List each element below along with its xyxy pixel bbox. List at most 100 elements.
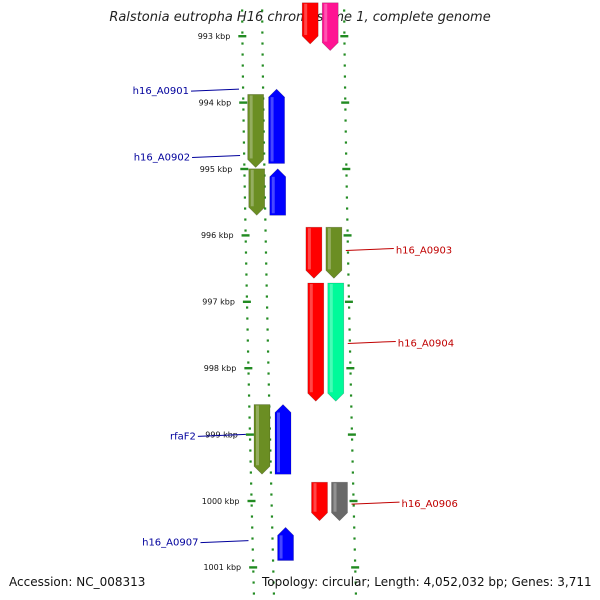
gene-feature-arrow[interactable] [269,168,287,216]
ruler-dot [266,339,269,342]
gene-arrow-highlight [277,412,281,473]
gene-label[interactable]: h16_A0901 [133,86,189,97]
ruler-dot [346,218,349,221]
ruler-dot [245,262,248,265]
ruler-tick-label: 994 kbp [199,98,232,107]
ruler-tick-right [349,499,358,503]
ruler-dot [343,64,346,67]
ruler-dot [344,108,347,111]
gene-feature-arrow[interactable] [327,282,345,402]
gene-label[interactable]: h16_A0904 [398,338,454,349]
ruler-dot [270,515,274,518]
ruler-tick-label: 995 kbp [200,165,233,174]
ruler-dot [344,97,347,100]
gene-arrow-shape [331,481,348,522]
ruler-dot [243,174,246,177]
ruler-tick-right [351,566,360,569]
ruler-dot [241,9,244,12]
ruler-dot [241,75,245,78]
gene-feature-arrow[interactable] [325,226,343,279]
ruler-dot [348,328,351,331]
ruler-dot [345,196,349,199]
ruler-dot [346,207,349,210]
gene-arrow-highlight [327,228,331,270]
ruler-tick-right [341,101,350,104]
ruler-dot [245,284,248,287]
ruler-tick-left [245,433,254,436]
ruler-dot [251,559,255,562]
ruler-dot [266,317,269,320]
ruler-dot [261,86,265,89]
gene-arrow-highlight [324,3,328,42]
gene-label-leader [197,433,246,437]
gene-feature-arrow[interactable] [305,226,323,279]
ruler-dot [242,97,245,100]
gene-label[interactable]: h16_A0903 [396,245,452,256]
ruler-tick-label: 1000 kbp [202,497,240,506]
ruler-dot [252,592,256,595]
gene-feature-arrow[interactable] [301,2,319,45]
gene-feature-arrow[interactable] [321,2,339,52]
ruler-dot [248,438,252,441]
gene-label[interactable]: h16_A0902 [134,153,190,164]
ruler-tick-left [242,300,251,303]
ruler-dot [245,295,248,298]
gene-arrow-highlight [329,284,333,393]
ruler-dot [343,20,346,23]
ruler-dot [349,394,353,397]
ruler-dot [270,504,273,507]
ruler-dot [242,130,245,133]
gene-feature-arrow[interactable] [307,282,325,402]
gene-arrow-highlight [313,483,317,512]
ruler-dot [271,548,274,551]
ruler-dot [250,493,253,496]
gene-label[interactable]: rfaF2 [170,431,196,442]
ruler-dot [246,328,249,331]
gene-label-leader [345,247,394,251]
gene-label-leader [192,155,241,159]
gene-feature-arrow[interactable] [253,404,271,475]
gene-feature-arrow[interactable] [311,481,328,522]
gene-label[interactable]: h16_A0906 [402,499,458,510]
ruler-dot [246,306,249,309]
ruler-dot [251,526,254,529]
ruler-tick-left [238,35,247,38]
ruler-dot [262,130,265,133]
gene-arrow-shape [277,526,294,561]
gene-arrow-shape [268,88,285,164]
ruler-dot [343,31,346,34]
gene-arrow-highlight [249,95,253,159]
gene-arrow-shape [321,2,339,52]
ruler-dot [263,152,266,155]
ruler-dot [270,482,273,485]
ruler-dot [261,53,264,56]
gene-feature-arrow[interactable] [248,168,266,216]
ruler-dot [261,64,264,67]
ruler-dot [261,9,264,12]
topology-text: Topology: circular; Length: 4,052,032 bp… [262,575,592,589]
accession-text: Accession: NC_008313 [9,575,146,589]
gene-feature-arrow[interactable] [274,404,292,475]
gene-feature-arrow[interactable] [277,526,294,561]
gene-feature-arrow[interactable] [268,88,285,164]
ruler-dot [241,64,244,67]
ruler-dot [245,273,248,276]
ruler-dot [349,372,352,375]
ruler-dot [265,295,268,298]
ruler-dot [246,350,250,353]
ruler-tick-left [239,101,248,104]
ruler-dot [251,548,254,551]
ruler-dot [243,163,246,166]
ruler-dot [350,427,353,430]
gene-arrow-highlight [270,97,274,162]
gene-arrow-shape [305,226,323,279]
ruler-dot [350,405,353,408]
ruler-dot [346,251,350,254]
ruler-dot [344,141,348,144]
ruler-dot [242,108,245,111]
ruler-dot [271,537,274,540]
gene-arrow-highlight [333,483,337,512]
gene-feature-arrow[interactable] [331,481,348,522]
gene-label[interactable]: h16_A0907 [142,538,198,549]
gene-feature-arrow[interactable] [247,94,264,168]
